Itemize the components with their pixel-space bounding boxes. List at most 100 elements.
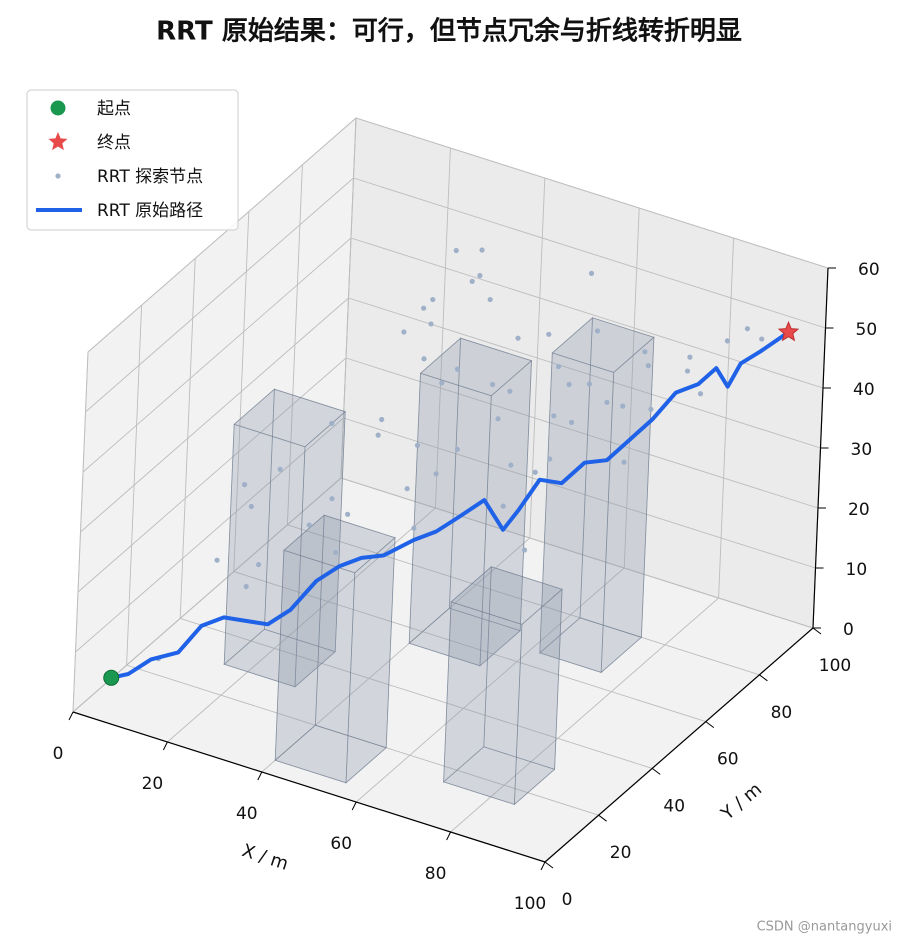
node-point (454, 366, 461, 372)
node-point (421, 305, 427, 311)
legend-swatch (48, 132, 68, 151)
node-point (453, 247, 459, 254)
node-point (469, 278, 475, 284)
grid-line (343, 417, 816, 569)
node-point (508, 462, 514, 468)
node-point (454, 446, 460, 452)
node-point (744, 326, 751, 332)
x-tick (162, 741, 168, 751)
y-tick (705, 721, 715, 728)
node-point (428, 321, 434, 327)
node-point (411, 525, 417, 531)
node-point (430, 296, 436, 303)
obstacle-face (450, 566, 563, 625)
y-tick (812, 627, 822, 635)
x-tick-label: 80 (425, 864, 447, 884)
y-tick-label: 60 (717, 750, 739, 770)
node-point (479, 247, 485, 253)
node-point (433, 471, 439, 477)
z-tick-label: 50 (856, 320, 878, 340)
node-point (588, 270, 595, 276)
grid-line (77, 357, 347, 593)
z-tick-label: 10 (846, 560, 868, 580)
z-tick-label: 20 (848, 500, 870, 520)
obstacle-face (551, 317, 655, 373)
axis-line (72, 711, 546, 863)
legend-swatch (50, 100, 66, 116)
node-point (697, 391, 704, 397)
y-tick-label: 80 (771, 703, 793, 723)
x-tick-label: 20 (142, 774, 164, 794)
node-point (375, 432, 381, 438)
node-point (604, 399, 610, 405)
x-tick (257, 771, 263, 781)
node-point (404, 486, 410, 492)
node-point (645, 363, 651, 369)
node-point (555, 363, 562, 370)
node-point (401, 329, 407, 335)
axis-line (544, 627, 814, 863)
obstacle-face (233, 388, 346, 448)
y-tick-label: 0 (562, 890, 573, 910)
legend-label: RRT 探索节点 (97, 167, 203, 187)
grid-line (87, 117, 357, 353)
y-tick-label: 20 (610, 843, 632, 863)
legend-label: 终点 (97, 133, 131, 153)
x-tick (68, 711, 74, 721)
watermark: CSDN @nantangyuxi (757, 920, 892, 935)
x-tick (446, 831, 452, 841)
grid-line (345, 357, 819, 509)
x-tick-label: 100 (514, 894, 546, 914)
node-point (214, 557, 220, 563)
x-tick-label: 0 (53, 744, 64, 764)
node-point (345, 511, 351, 517)
grid-line (287, 524, 760, 676)
y-tick-label: 100 (819, 656, 851, 676)
grid-line (233, 571, 706, 723)
grid-line (450, 597, 719, 833)
grid-line (180, 617, 653, 769)
node-point (277, 466, 283, 472)
y-axis-label: Y / m (717, 779, 767, 825)
node-point (546, 331, 552, 337)
legend-label: 起点 (97, 99, 131, 119)
node-point (724, 338, 731, 344)
node-point (684, 368, 691, 374)
node-point (477, 273, 483, 279)
node-point (500, 503, 506, 509)
z-tick-label: 30 (851, 440, 873, 460)
node-point (566, 381, 572, 388)
node-point (306, 522, 312, 528)
x-tick (351, 801, 357, 811)
grid-line (85, 177, 354, 413)
node-point (255, 561, 262, 568)
x-tick-label: 40 (236, 804, 258, 824)
node-point (329, 496, 335, 502)
node-point (642, 349, 648, 355)
node-point (759, 336, 765, 342)
node-point (487, 296, 493, 303)
node-point (242, 482, 248, 488)
node-point (515, 335, 521, 341)
node-point (439, 380, 445, 386)
node-point (489, 381, 496, 388)
z-tick-label: 60 (858, 260, 880, 280)
x-tick-label: 60 (330, 834, 352, 854)
node-point (620, 403, 626, 409)
node-point (532, 469, 538, 475)
node-point (586, 381, 593, 387)
obstacle-face (419, 337, 533, 397)
end-marker (777, 320, 800, 342)
plot-area: 0 20 40 60 80 100 0 20 40 60 80 100 0 10 20 30 40 50 60 (53, 116, 880, 914)
grid-line (72, 477, 342, 713)
x-axis-label: X / m (239, 840, 291, 875)
grid-line (353, 177, 826, 329)
obstacle-face (443, 601, 523, 805)
legend-label: RRT 原始路径 (97, 201, 203, 221)
chart-title: RRT 原始结果：可行，但节点冗余与折线转折明显 (156, 16, 742, 47)
legend-box (26, 89, 239, 231)
grid-line (355, 117, 829, 269)
y-tick (651, 768, 661, 775)
node-point (379, 416, 385, 423)
